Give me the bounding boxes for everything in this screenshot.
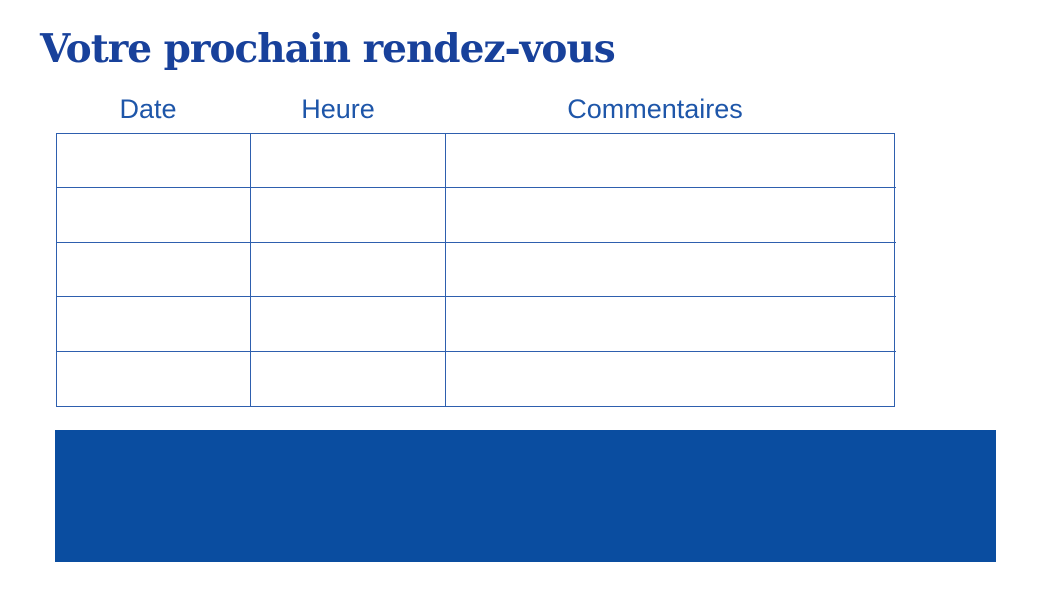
column-header-commentaires: Commentaires: [567, 94, 743, 124]
table-cell-r0-c1: [251, 134, 446, 189]
table-cell-r3-c1: [251, 297, 446, 352]
table-cell-r4-c2: [446, 352, 896, 406]
footer-accent-block: [55, 430, 996, 562]
table-cell-r0-c0: [57, 134, 251, 189]
appointments-table: [56, 133, 896, 407]
table-cell-r2-c0: [57, 242, 251, 298]
table-cell-r4-c1: [251, 351, 446, 406]
table-cell-r1-c0: [57, 188, 251, 243]
table-cell-r2-c2: [446, 243, 896, 298]
table-cell-r2-c1: [251, 242, 446, 298]
column-header-date: Date: [119, 94, 177, 124]
page-title: Votre prochain rendez-vous: [40, 26, 616, 72]
column-header-heure: Heure: [301, 94, 375, 124]
table-cell-r4-c0: [57, 351, 251, 406]
table-cell-r3-c0: [57, 297, 251, 352]
table-cell-r1-c1: [251, 188, 446, 243]
table-cell-r0-c2: [446, 134, 896, 189]
table-cell-r3-c2: [446, 297, 896, 352]
table-cell-r1-c2: [446, 188, 896, 243]
